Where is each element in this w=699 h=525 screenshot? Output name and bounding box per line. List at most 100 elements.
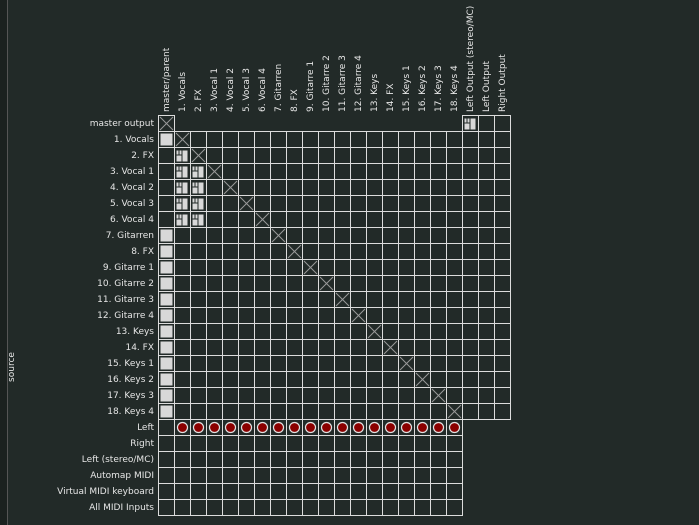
matrix-cell[interactable] (302, 291, 319, 308)
matrix-cell[interactable] (158, 451, 175, 468)
matrix-cell[interactable] (398, 323, 415, 340)
matrix-cell[interactable] (206, 227, 223, 244)
matrix-cell[interactable] (238, 451, 255, 468)
matrix-cell[interactable] (222, 451, 239, 468)
matrix-cell[interactable] (222, 499, 239, 516)
matrix-cell[interactable] (462, 275, 479, 292)
matrix-cell[interactable] (494, 403, 511, 420)
matrix-cell[interactable] (446, 435, 463, 452)
matrix-cell[interactable] (462, 147, 479, 164)
matrix-cell[interactable] (414, 467, 431, 484)
matrix-cell[interactable] (494, 179, 511, 196)
matrix-cell[interactable] (286, 291, 303, 308)
matrix-cell[interactable] (430, 243, 447, 260)
matrix-cell[interactable] (350, 179, 367, 196)
matrix-cell[interactable] (222, 355, 239, 372)
matrix-cell[interactable] (494, 291, 511, 308)
matrix-cell[interactable] (286, 131, 303, 148)
matrix-cell[interactable] (270, 499, 287, 516)
parent-send-block[interactable] (160, 341, 173, 354)
matrix-cell[interactable] (494, 323, 511, 340)
matrix-cell[interactable] (270, 131, 287, 148)
parent-send-block[interactable] (160, 261, 173, 274)
matrix-cell[interactable] (238, 387, 255, 404)
matrix-cell[interactable] (350, 163, 367, 180)
matrix-cell[interactable] (222, 195, 239, 212)
vocal-group-send[interactable] (176, 155, 182, 162)
matrix-cell[interactable] (286, 259, 303, 276)
parent-send-block[interactable] (160, 133, 173, 146)
matrix-cell[interactable] (414, 403, 431, 420)
matrix-cell[interactable] (350, 147, 367, 164)
matrix-cell[interactable] (398, 243, 415, 260)
matrix-cell[interactable] (190, 435, 207, 452)
matrix-cell[interactable] (366, 243, 383, 260)
matrix-cell[interactable] (302, 499, 319, 516)
matrix-cell[interactable] (334, 163, 351, 180)
matrix-cell[interactable] (238, 499, 255, 516)
matrix-cell[interactable] (238, 435, 255, 452)
matrix-cell[interactable] (206, 291, 223, 308)
matrix-cell[interactable] (398, 307, 415, 324)
matrix-cell[interactable] (478, 163, 495, 180)
vocal-group-send[interactable] (195, 214, 198, 219)
matrix-cell[interactable] (398, 259, 415, 276)
matrix-cell[interactable] (190, 339, 207, 356)
matrix-cell[interactable] (430, 131, 447, 148)
matrix-cell[interactable] (366, 387, 383, 404)
vocal-group-send[interactable] (192, 203, 198, 210)
matrix-cell[interactable] (174, 499, 191, 516)
matrix-cell[interactable] (238, 259, 255, 276)
matrix-cell[interactable] (350, 275, 367, 292)
matrix-cell[interactable] (174, 355, 191, 372)
matrix-cell[interactable] (430, 195, 447, 212)
matrix-cell[interactable] (206, 259, 223, 276)
matrix-cell[interactable] (414, 355, 431, 372)
matrix-cell[interactable] (254, 323, 271, 340)
vocal-group-send[interactable] (176, 203, 182, 210)
matrix-cell[interactable] (270, 291, 287, 308)
matrix-cell[interactable] (366, 147, 383, 164)
parent-send-block[interactable] (160, 245, 173, 258)
matrix-cell[interactable] (446, 323, 463, 340)
matrix-cell[interactable] (494, 115, 511, 132)
matrix-cell[interactable] (382, 355, 399, 372)
matrix-cell[interactable] (398, 179, 415, 196)
matrix-cell[interactable] (350, 259, 367, 276)
matrix-cell[interactable] (238, 291, 255, 308)
matrix-cell[interactable] (318, 387, 335, 404)
matrix-cell[interactable] (382, 323, 399, 340)
matrix-cell[interactable] (270, 371, 287, 388)
matrix-cell[interactable] (334, 275, 351, 292)
matrix-cell[interactable] (462, 355, 479, 372)
matrix-cell[interactable] (318, 179, 335, 196)
matrix-cell[interactable] (414, 483, 431, 500)
vocal-group-send[interactable] (192, 198, 195, 203)
matrix-cell[interactable] (190, 227, 207, 244)
matrix-cell[interactable] (254, 195, 271, 212)
matrix-cell[interactable] (494, 163, 511, 180)
matrix-cell[interactable] (462, 323, 479, 340)
matrix-cell[interactable] (478, 243, 495, 260)
matrix-cell[interactable] (382, 499, 399, 516)
matrix-cell[interactable] (366, 259, 383, 276)
parent-send-block[interactable] (160, 405, 173, 418)
matrix-cell[interactable] (222, 483, 239, 500)
matrix-cell[interactable] (350, 451, 367, 468)
matrix-cell[interactable] (254, 307, 271, 324)
matrix-cell[interactable] (446, 451, 463, 468)
matrix-cell[interactable] (318, 355, 335, 372)
vocal-group-send[interactable] (192, 219, 198, 226)
matrix-cell[interactable] (206, 131, 223, 148)
matrix-cell[interactable] (302, 323, 319, 340)
matrix-cell[interactable] (478, 323, 495, 340)
matrix-cell[interactable] (158, 435, 175, 452)
parent-send-block[interactable] (160, 229, 173, 242)
vocal-group-send[interactable] (176, 150, 179, 155)
matrix-cell[interactable] (190, 355, 207, 372)
vocal-group-send[interactable] (192, 187, 198, 194)
matrix-cell[interactable] (366, 355, 383, 372)
matrix-cell[interactable] (366, 131, 383, 148)
matrix-cell[interactable] (222, 227, 239, 244)
vocal-group-send[interactable] (195, 198, 198, 203)
